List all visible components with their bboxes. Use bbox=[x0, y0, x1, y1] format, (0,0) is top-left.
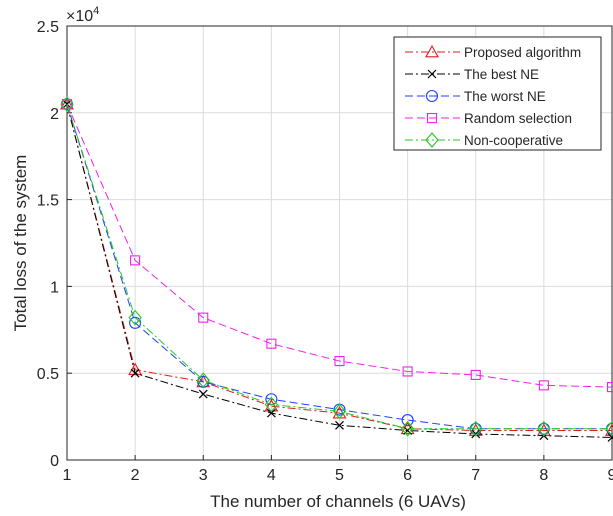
data-point-marker bbox=[401, 414, 414, 427]
y-tick-label: 1.5 bbox=[37, 193, 59, 210]
data-point-marker bbox=[266, 338, 277, 349]
data-point-marker bbox=[538, 380, 549, 391]
y-multiplier-exponent: 4 bbox=[93, 5, 99, 17]
y-axis-label: Total loss of the system bbox=[11, 155, 30, 332]
data-point-marker bbox=[334, 355, 345, 367]
legend-marker bbox=[427, 69, 437, 79]
legend-label: The best NE bbox=[464, 67, 539, 82]
y-tick-label: 0 bbox=[50, 453, 59, 470]
data-point-marker bbox=[128, 362, 143, 376]
legend-marker bbox=[425, 89, 439, 103]
data-point-marker bbox=[61, 99, 73, 110]
x-tick-label: 9 bbox=[608, 467, 613, 484]
data-point-marker bbox=[266, 408, 276, 418]
legend-marker bbox=[425, 132, 439, 148]
data-point-marker bbox=[130, 368, 140, 378]
data-point-marker-stroke bbox=[266, 408, 276, 418]
data-point-marker bbox=[469, 420, 483, 437]
data-point-marker bbox=[332, 403, 347, 420]
legend-item: Proposed algorithm bbox=[405, 44, 581, 60]
y-multiplier-base: ×10 bbox=[66, 8, 93, 25]
x-axis-ticks: 1 2 3 4 5 6 7 8 9 bbox=[63, 455, 613, 484]
data-point-marker-stroke bbox=[130, 368, 140, 378]
x-tick-label: 1 bbox=[63, 467, 72, 484]
x-tick-label: 8 bbox=[539, 467, 548, 484]
data-point-marker-stroke bbox=[335, 420, 344, 430]
x-tick-label: 3 bbox=[199, 467, 208, 484]
legend-item: The worst NE bbox=[405, 89, 546, 104]
legend-label: Random selection bbox=[464, 111, 572, 126]
x-tick-label: 4 bbox=[267, 467, 276, 484]
data-point-marker bbox=[196, 372, 210, 388]
series-line bbox=[66, 103, 613, 388]
legend-item: Non-cooperative bbox=[405, 132, 563, 148]
legend-item: The best NE bbox=[405, 67, 539, 82]
legend-label: The worst NE bbox=[464, 89, 546, 104]
data-point-marker bbox=[607, 433, 613, 442]
data-point-marker bbox=[470, 369, 481, 380]
legend-label: Non-cooperative bbox=[464, 133, 563, 148]
series-line bbox=[66, 103, 612, 430]
data-point-marker bbox=[400, 420, 415, 437]
x-tick-label: 2 bbox=[131, 467, 140, 484]
y-tick-label: 1 bbox=[50, 279, 59, 296]
data-point-marker bbox=[402, 366, 413, 377]
data-point-marker-stroke bbox=[198, 389, 208, 399]
x-axis-label: The number of channels (6 UAVs) bbox=[210, 492, 466, 511]
x-tick-label: 5 bbox=[335, 467, 344, 484]
data-point-marker bbox=[130, 255, 141, 266]
y-tick-label: 0.5 bbox=[37, 366, 59, 383]
legend-marker bbox=[425, 44, 439, 58]
data-point-marker bbox=[198, 389, 208, 399]
y-tick-label: 2.5 bbox=[37, 19, 59, 36]
x-tick-label: 6 bbox=[403, 467, 412, 484]
x-tick-label: 7 bbox=[471, 467, 480, 484]
y-multiplier: ×104 bbox=[66, 5, 99, 25]
data-point-marker-stroke bbox=[607, 435, 613, 442]
data-point-marker bbox=[335, 420, 344, 430]
data-point-marker bbox=[264, 396, 279, 413]
legend-marker-stroke bbox=[427, 69, 437, 79]
legend-box bbox=[393, 36, 602, 151]
data-point-marker bbox=[198, 312, 209, 323]
data-point-marker bbox=[60, 96, 74, 112]
series-square bbox=[61, 99, 613, 393]
series-diamond bbox=[60, 96, 613, 437]
data-point-marker bbox=[537, 420, 551, 437]
legend-label: Proposed algorithm bbox=[464, 45, 581, 60]
legend: Proposed algorithm The best NE The worst N… bbox=[393, 36, 602, 151]
y-tick-label: 2 bbox=[50, 106, 59, 123]
series-line bbox=[66, 103, 612, 431]
data-point-marker bbox=[606, 382, 613, 393]
legend-item: Random selection bbox=[405, 111, 572, 126]
data-point-marker bbox=[128, 309, 142, 326]
y-axis-ticks: 0 0.5 1 1.5 2 2.5 bbox=[37, 19, 72, 470]
legend-marker bbox=[426, 112, 438, 124]
data-point-marker bbox=[605, 420, 613, 437]
series-layer bbox=[60, 96, 613, 442]
